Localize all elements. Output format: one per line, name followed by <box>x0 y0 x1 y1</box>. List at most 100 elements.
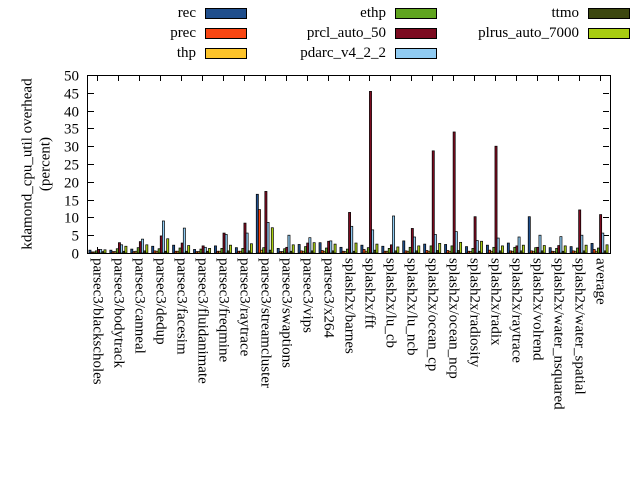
bar-plrus_auto_7000-13 <box>375 243 379 254</box>
y-tick-label: 45 <box>64 87 79 103</box>
bar-rec-4 <box>172 244 176 254</box>
bar-rec-10 <box>297 244 301 254</box>
y-tick-label: 30 <box>64 140 79 156</box>
legend-swatch-pdarc_v4_2_2 <box>395 47 437 59</box>
bar-rec-2 <box>130 248 134 254</box>
bar-plrus_auto_7000-11 <box>333 243 337 254</box>
bar-rec-7 <box>234 247 238 254</box>
bar-plrus_auto_7000-12 <box>354 242 358 254</box>
bar-rec-20 <box>506 242 510 254</box>
category-label-parsec3-canneal: parsec3/canneal <box>132 258 148 354</box>
category-label-parsec3-dedup: parsec3/dedup <box>153 258 169 345</box>
bar-pdarc_v4_2_2-10 <box>308 237 312 254</box>
category-label-parsec3-facesim: parsec3/facesim <box>174 258 190 355</box>
legend-label-plrus_auto_7000: plrus_auto_7000 <box>478 24 579 41</box>
bar-plrus_auto_7000-8 <box>270 227 274 254</box>
legend-label-prec: prec <box>170 24 196 41</box>
legend-item-rec: rec <box>178 3 247 23</box>
legend-item-ethp: ethp <box>360 3 437 23</box>
category-label-splash2x-lu-ncb: splash2x/lu_ncb <box>404 258 420 356</box>
bar-pdarc_v4_2_2-0 <box>99 249 103 254</box>
y-tick-label: 10 <box>64 211 79 227</box>
category-label-parsec3-bodytrack: parsec3/bodytrack <box>111 258 127 368</box>
legend-column-3: ttmo plrus_auto_7000 <box>420 3 630 43</box>
bar-plrus_auto_7000-24 <box>605 244 609 254</box>
bar-plrus_auto_7000-17 <box>459 241 463 254</box>
bar-prcl_auto_50-13 <box>369 91 372 254</box>
bar-prcl_auto_50-16 <box>431 150 435 254</box>
bar-plrus_auto_7000-19 <box>501 245 504 254</box>
bar-plrus_auto_7000-23 <box>584 244 588 254</box>
bar-pdarc_v4_2_2-17 <box>454 231 458 254</box>
bar-plrus_auto_7000-14 <box>396 246 400 254</box>
legend-column-2: ethp prcl_auto_50 pdarc_v4_2_2 <box>240 3 437 63</box>
legend-label-pdarc_v4_2_2: pdarc_v4_2_2 <box>300 44 386 61</box>
bar-pdarc_v4_2_2-12 <box>350 225 354 254</box>
bar-pdarc_v4_2_2-23 <box>580 234 584 254</box>
y-tick-label: 15 <box>64 194 79 210</box>
bar-prec-8 <box>258 209 261 254</box>
bar-pdarc_v4_2_2-19 <box>496 237 500 254</box>
bar-rec-6 <box>214 245 217 254</box>
bar-rec-14 <box>381 245 385 254</box>
bar-rec-12 <box>339 246 343 254</box>
bar-pdarc_v4_2_2-5 <box>203 246 207 254</box>
legend-swatch-prcl_auto_50 <box>395 27 437 39</box>
bar-pdarc_v4_2_2-21 <box>538 234 542 254</box>
bar-prcl_auto_50-23 <box>578 209 582 254</box>
bar-plrus_auto_7000-22 <box>563 245 567 254</box>
bar-pdarc_v4_2_2-3 <box>162 220 165 254</box>
bar-pdarc_v4_2_2-7 <box>245 232 249 254</box>
bar-rec-13 <box>360 244 364 254</box>
bar-rec-17 <box>444 244 448 254</box>
y-tick-label: 20 <box>64 176 79 192</box>
bar-plrus_auto_7000-21 <box>542 245 546 254</box>
bar-rec-21 <box>527 216 531 254</box>
category-label-parsec3-blackscholes: parsec3/blackscholes <box>90 258 106 385</box>
bar-plrus_auto_7000-5 <box>208 248 211 254</box>
legend-item-pdarc_v4_2_2: pdarc_v4_2_2 <box>300 43 437 63</box>
y-tick-label: 5 <box>72 229 80 245</box>
bar-pdarc_v4_2_2-13 <box>371 229 375 254</box>
bar-pdarc_v4_2_2-8 <box>266 222 270 254</box>
bar-plrus_auto_7000-6 <box>229 244 232 254</box>
legend-item-plrus_auto_7000: plrus_auto_7000 <box>478 23 630 43</box>
bar-rec-24 <box>590 243 594 254</box>
bar-prcl_auto_50-19 <box>494 145 498 254</box>
bar-rec-22 <box>548 247 552 254</box>
bar-plrus_auto_7000-7 <box>249 243 253 254</box>
bar-pdarc_v4_2_2-2 <box>141 238 144 254</box>
category-label-splash2x-raytrace: splash2x/raytrace <box>509 258 525 363</box>
bar-plrus_auto_7000-9 <box>291 244 295 254</box>
bar-plrus_auto_7000-4 <box>187 245 191 254</box>
y-tick-label: 25 <box>64 158 79 174</box>
category-label-parsec3-streamcluster: parsec3/streamcluster <box>258 258 274 388</box>
bar-prcl_auto_50-18 <box>473 216 477 254</box>
category-label-splash2x-water-nsquared: splash2x/water_nsquared <box>551 258 567 410</box>
bar-rec-16 <box>423 243 427 254</box>
legend-label-prcl_auto_50: prcl_auto_50 <box>306 24 386 41</box>
category-label-parsec3-vips: parsec3/vips <box>300 258 316 333</box>
bar-plrus_auto_7000-10 <box>312 242 316 254</box>
bar-rec-15 <box>402 240 406 254</box>
bar-plrus_auto_7000-20 <box>521 244 525 254</box>
bar-pdarc_v4_2_2-1 <box>120 244 124 254</box>
category-label-splash2x-lu-cb: splash2x/lu_cb <box>383 258 399 348</box>
bar-pdarc_v4_2_2-22 <box>559 236 563 254</box>
category-label-splash2x-volrend: splash2x/volrend <box>530 258 546 361</box>
plot-border <box>87 75 611 254</box>
bar-pdarc_v4_2_2-6 <box>224 234 228 254</box>
legend-swatch-prec <box>205 27 247 39</box>
bar-plrus_auto_7000-16 <box>438 243 442 254</box>
legend-item-prcl_auto_50: prcl_auto_50 <box>307 23 437 43</box>
legend-item-prec: prec <box>170 23 247 43</box>
bar-rec-11 <box>318 242 322 254</box>
legend-item-thp: thp <box>177 43 247 63</box>
bar-plrus_auto_7000-1 <box>124 245 128 254</box>
legend-label-rec: rec <box>177 4 196 21</box>
bar-pdarc_v4_2_2-24 <box>601 232 605 254</box>
bar-plrus_auto_7000-0 <box>103 249 107 254</box>
y-tick-label: 35 <box>64 122 79 138</box>
category-label-splash2x-radiosity: splash2x/radiosity <box>467 258 483 368</box>
category-label-splash2x-ocean-cp: splash2x/ocean_cp <box>425 258 441 371</box>
